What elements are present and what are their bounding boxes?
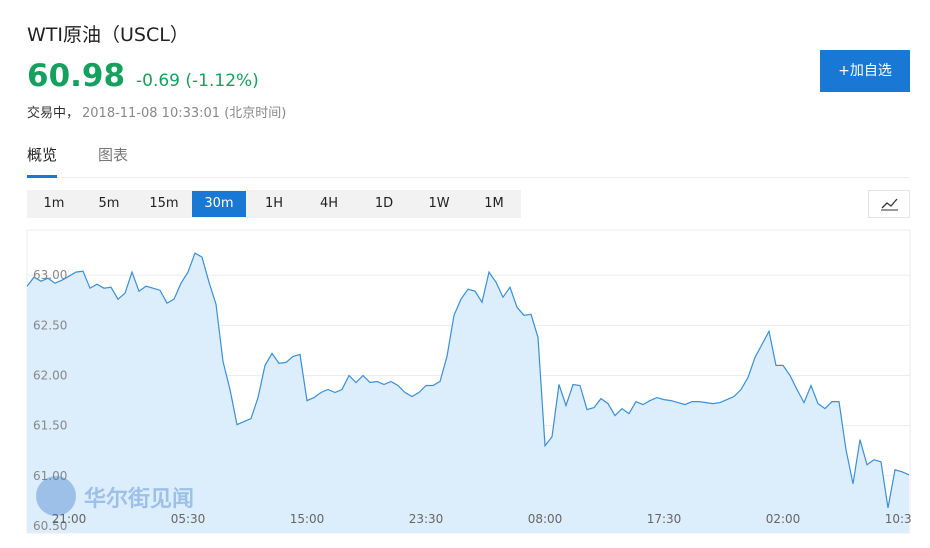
x-tick-label: 15:00 [290,512,325,526]
watchlist-button[interactable]: +加自选 [820,50,910,92]
interval-button[interactable]: 5m [98,196,120,211]
interval-bar: 1m 5m 15m 30m 1H 4H 1D 1W 1M [27,190,521,218]
interval-button[interactable]: 1D [374,196,394,211]
timestamp: 2018-11-08 10:33:01 (北京时间) [82,106,287,121]
interval-button[interactable]: 1m [43,196,65,211]
title: WTI原油（USCL） [27,24,189,46]
tab-bar: 概览 图表 [27,144,910,178]
chart-type-button[interactable] [868,190,910,218]
watermark: 华尔街见闻 [36,476,194,516]
y-tick-label: 63.00 [33,268,67,282]
interval-button[interactable]: 1W [428,196,450,211]
status: 交易中， [27,106,80,121]
y-tick-label: 61.00 [33,469,67,483]
x-tick-label: 02:00 [766,512,801,526]
chart-icon [881,198,898,211]
x-tick-label: 05:30 [171,512,206,526]
plot: 60.50 61.00 61.50 62.00 62.50 63.00 21:00 05:30… [27,252,920,533]
x-tick-label: 17:30 [647,512,682,526]
interval-button[interactable]: 30m [192,191,246,217]
price-line [27,252,910,509]
x-tick-label: 10:30 [885,512,920,526]
x-tick-label: 08:00 [528,512,563,526]
tab[interactable]: 图表 [98,146,129,164]
x-tick-label: 21:00 [52,512,87,526]
y-tick-label: 61.50 [33,419,67,433]
watermark-logo [36,476,76,516]
interval-button[interactable]: 1M [484,196,504,211]
area-fill [27,253,909,533]
y-tick-label: 62.50 [33,318,67,332]
y-tick-label: 60.50 [33,519,67,533]
watermark-text: 华尔街见闻 [84,486,194,512]
y-tick-label: 62.00 [33,368,67,382]
interval-button[interactable]: 15m [149,196,179,211]
price: 60.98 [27,58,126,94]
price-change: -0.69 (-1.12%) [136,71,259,91]
x-tick-label: 23:30 [409,512,444,526]
interval-button[interactable]: 1H [264,196,284,211]
interval-button[interactable]: 4H [319,196,339,211]
tab[interactable]: 概览 [27,144,58,178]
